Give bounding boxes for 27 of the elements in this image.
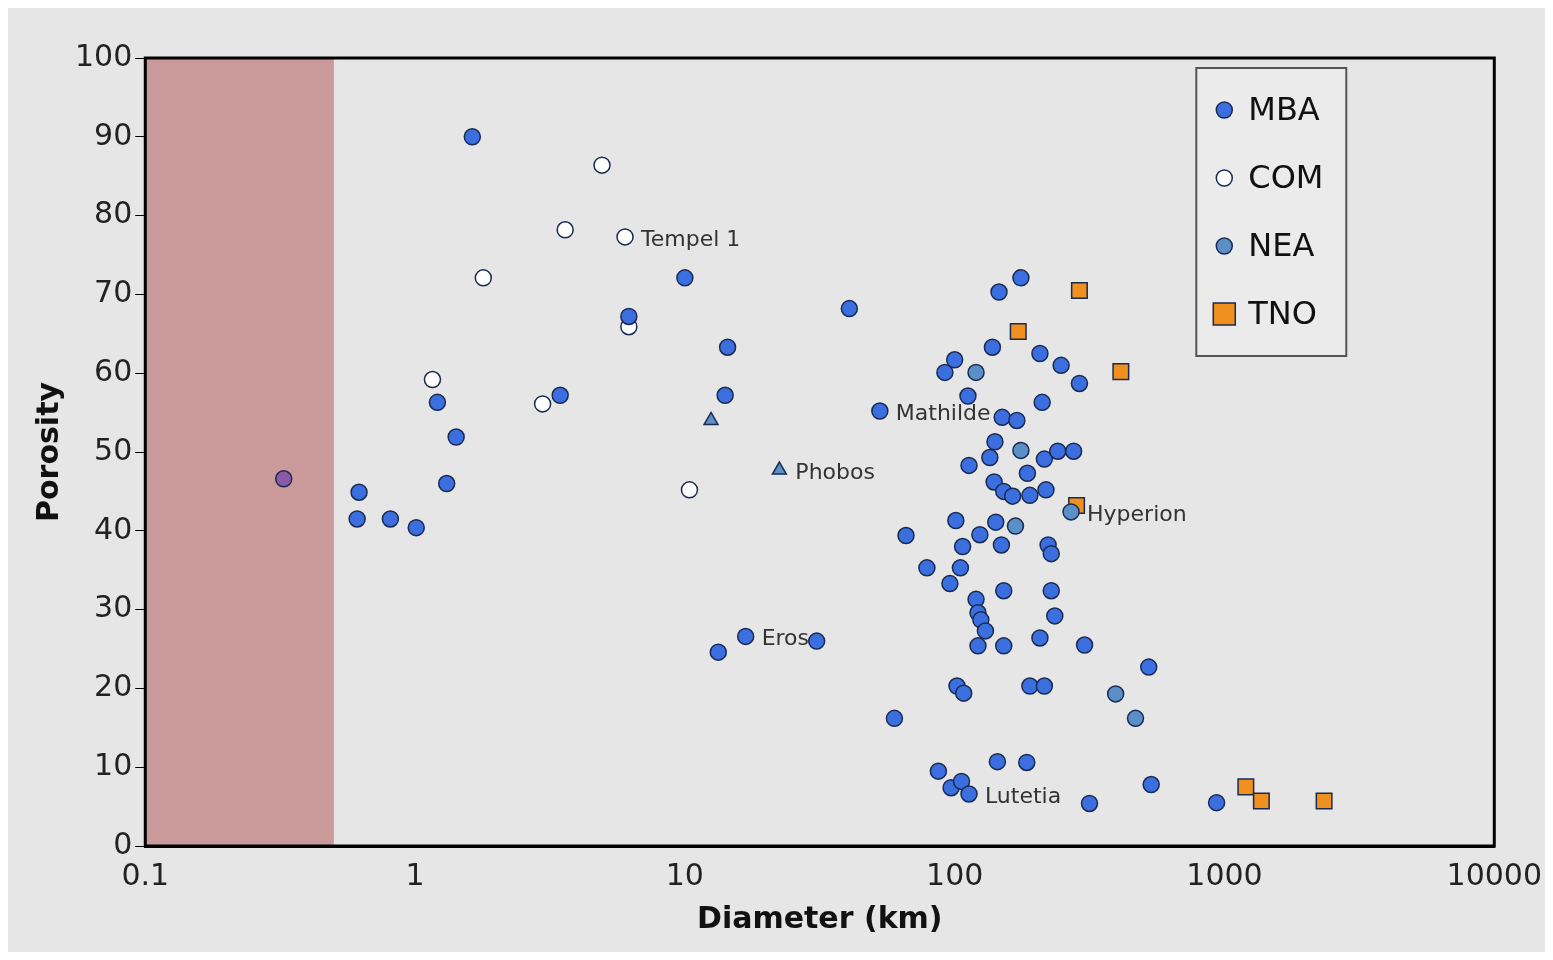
y-tick-label: 40	[94, 510, 133, 546]
x-tick-label: 1000	[1186, 856, 1263, 892]
y-tick-label: 50	[94, 431, 133, 467]
legend-label: MBA	[1248, 90, 1320, 129]
y-axis-title: Porosity	[29, 381, 65, 523]
x-tick-label: 100	[926, 856, 984, 892]
y-tick-label: 70	[94, 274, 133, 310]
legend-label: TNO	[1247, 294, 1317, 333]
y-tick-label: 10	[94, 747, 133, 782]
x-tick-label: 10000	[1446, 856, 1542, 892]
annotation: Mathilde	[895, 399, 991, 425]
y-tick-label: 30	[94, 589, 133, 625]
annotation: Phobos	[795, 458, 875, 484]
y-tick-label: 60	[94, 353, 133, 388]
y-tick-label: 100	[75, 37, 133, 73]
y-tick-label: 80	[94, 195, 133, 231]
x-tick-label: 10	[665, 856, 704, 892]
x-tick-label: 1	[405, 856, 425, 892]
legend-label: NEA	[1248, 226, 1315, 265]
annotation: Hyperion	[1087, 500, 1187, 526]
y-tick-label: 20	[94, 668, 133, 704]
y-tick-label: 90	[94, 116, 133, 152]
legend-label: COM	[1248, 158, 1324, 197]
annotation: Eros	[761, 625, 810, 651]
annotation: Lutetia	[984, 782, 1062, 808]
x-axis-title: Diameter (km)	[696, 899, 943, 935]
annotation: Tempel 1	[640, 225, 741, 251]
